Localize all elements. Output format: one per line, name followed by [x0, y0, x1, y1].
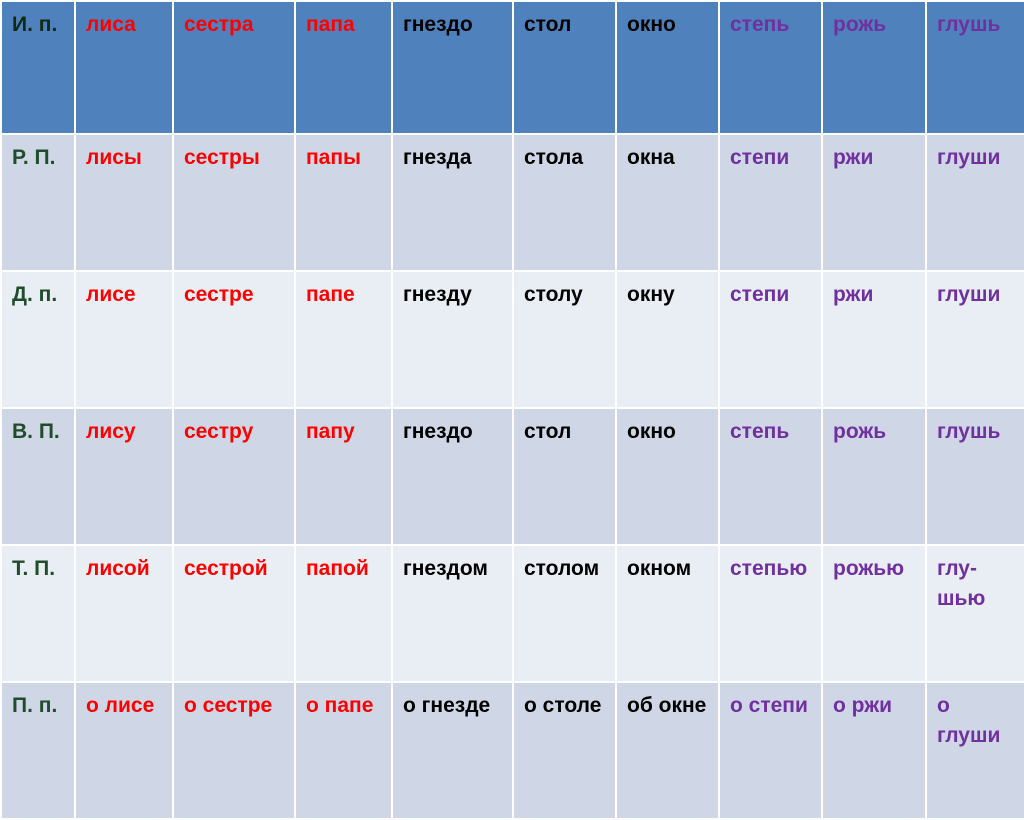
word-form: лиса	[74, 0, 174, 135]
word-form: об окне	[615, 681, 720, 820]
word-form: степью	[718, 544, 823, 683]
word-form: глу-шью	[925, 544, 1024, 683]
word-form: сестре	[172, 270, 296, 409]
word-form: глуши	[925, 270, 1024, 409]
word-form: о сестре	[172, 681, 296, 820]
table-row: Д. п. лисе сестре папе гнезду столу окну…	[0, 270, 1024, 409]
word-form: окна	[615, 133, 720, 272]
word-form: гнездо	[391, 0, 514, 135]
word-form: окно	[615, 0, 720, 135]
table-row: Р. П. лисы сестры папы гнезда стола окна…	[0, 133, 1024, 272]
word-form: окно	[615, 407, 720, 546]
word-form: степи	[718, 133, 823, 272]
word-form: папы	[294, 133, 393, 272]
table-row: В. П. лису сестру папу гнездо стол окно …	[0, 407, 1024, 546]
case-label: Р. П.	[0, 133, 76, 272]
word-form: столом	[512, 544, 617, 683]
word-form: окном	[615, 544, 720, 683]
word-form: о глуши	[925, 681, 1024, 820]
case-label: Д. п.	[0, 270, 76, 409]
word-form: о столе	[512, 681, 617, 820]
word-form: ржи	[821, 133, 927, 272]
table-row: П. п. о лисе о сестре о папе о гнезде о …	[0, 681, 1024, 820]
case-label: Т. П.	[0, 544, 76, 683]
word-form: лисе	[74, 270, 174, 409]
case-label: И. п.	[0, 0, 76, 135]
word-form: гнезду	[391, 270, 514, 409]
word-form: рожь	[821, 407, 927, 546]
word-form: столу	[512, 270, 617, 409]
word-form: о лисе	[74, 681, 174, 820]
table-row: Т. П. лисой сестрой папой гнездом столом…	[0, 544, 1024, 683]
word-form: степь	[718, 407, 823, 546]
word-form: о ржи	[821, 681, 927, 820]
word-form: лисы	[74, 133, 174, 272]
word-form: стола	[512, 133, 617, 272]
word-form: рожь	[821, 0, 927, 135]
word-form: рожью	[821, 544, 927, 683]
word-form: ржи	[821, 270, 927, 409]
word-form: глушь	[925, 407, 1024, 546]
word-form: папой	[294, 544, 393, 683]
word-form: папа	[294, 0, 393, 135]
word-form: степь	[718, 0, 823, 135]
case-label: В. П.	[0, 407, 76, 546]
word-form: гнездом	[391, 544, 514, 683]
word-form: окну	[615, 270, 720, 409]
word-form: глушь	[925, 0, 1024, 135]
word-form: папу	[294, 407, 393, 546]
word-form: стол	[512, 407, 617, 546]
word-form: о степи	[718, 681, 823, 820]
word-form: степи	[718, 270, 823, 409]
word-form: гнездо	[391, 407, 514, 546]
word-form: сестру	[172, 407, 296, 546]
word-form: лису	[74, 407, 174, 546]
word-form: папе	[294, 270, 393, 409]
word-form: стол	[512, 0, 617, 135]
word-form: лисой	[74, 544, 174, 683]
word-form: гнезда	[391, 133, 514, 272]
word-form: сестра	[172, 0, 296, 135]
word-form: глуши	[925, 133, 1024, 272]
word-form: о папе	[294, 681, 393, 820]
case-label: П. п.	[0, 681, 76, 820]
table-row: И. п. лиса сестра папа гнездо стол окно …	[0, 0, 1024, 135]
word-form: о гнезде	[391, 681, 514, 820]
word-form: сестры	[172, 133, 296, 272]
word-form: сестрой	[172, 544, 296, 683]
